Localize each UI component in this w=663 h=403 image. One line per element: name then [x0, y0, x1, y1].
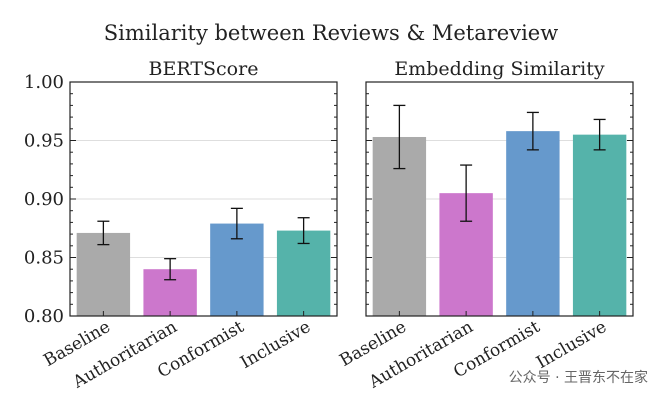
panel-title: BERTScore [149, 58, 259, 80]
y-tick-label: 0.90 [24, 189, 64, 210]
bar-inclusive [276, 230, 331, 316]
bar-inclusive [572, 134, 627, 316]
y-tick-label: 1.00 [24, 72, 64, 93]
bar-baseline [76, 232, 131, 316]
embedding-similarity-panel: BaselineAuthoritarianConformistInclusive… [336, 58, 634, 393]
bertscore-panel: BaselineAuthoritarianConformistInclusive… [24, 58, 338, 393]
axes-frame [69, 81, 338, 317]
figure-suptitle: Similarity between Reviews & Metareview [104, 21, 558, 45]
x-tick-label: Inclusive [237, 317, 314, 373]
panel-title: Embedding Similarity [394, 58, 605, 80]
y-tick-label: 0.95 [24, 131, 64, 152]
bar-conformist [506, 131, 560, 316]
y-tick-label: 0.85 [24, 248, 64, 269]
y-tick-label: 0.80 [24, 306, 64, 327]
x-tick-label: Inclusive [533, 317, 610, 373]
axes-frame [365, 81, 634, 317]
watermark-text: 公众号 · 王晋东不在家 [509, 369, 648, 386]
